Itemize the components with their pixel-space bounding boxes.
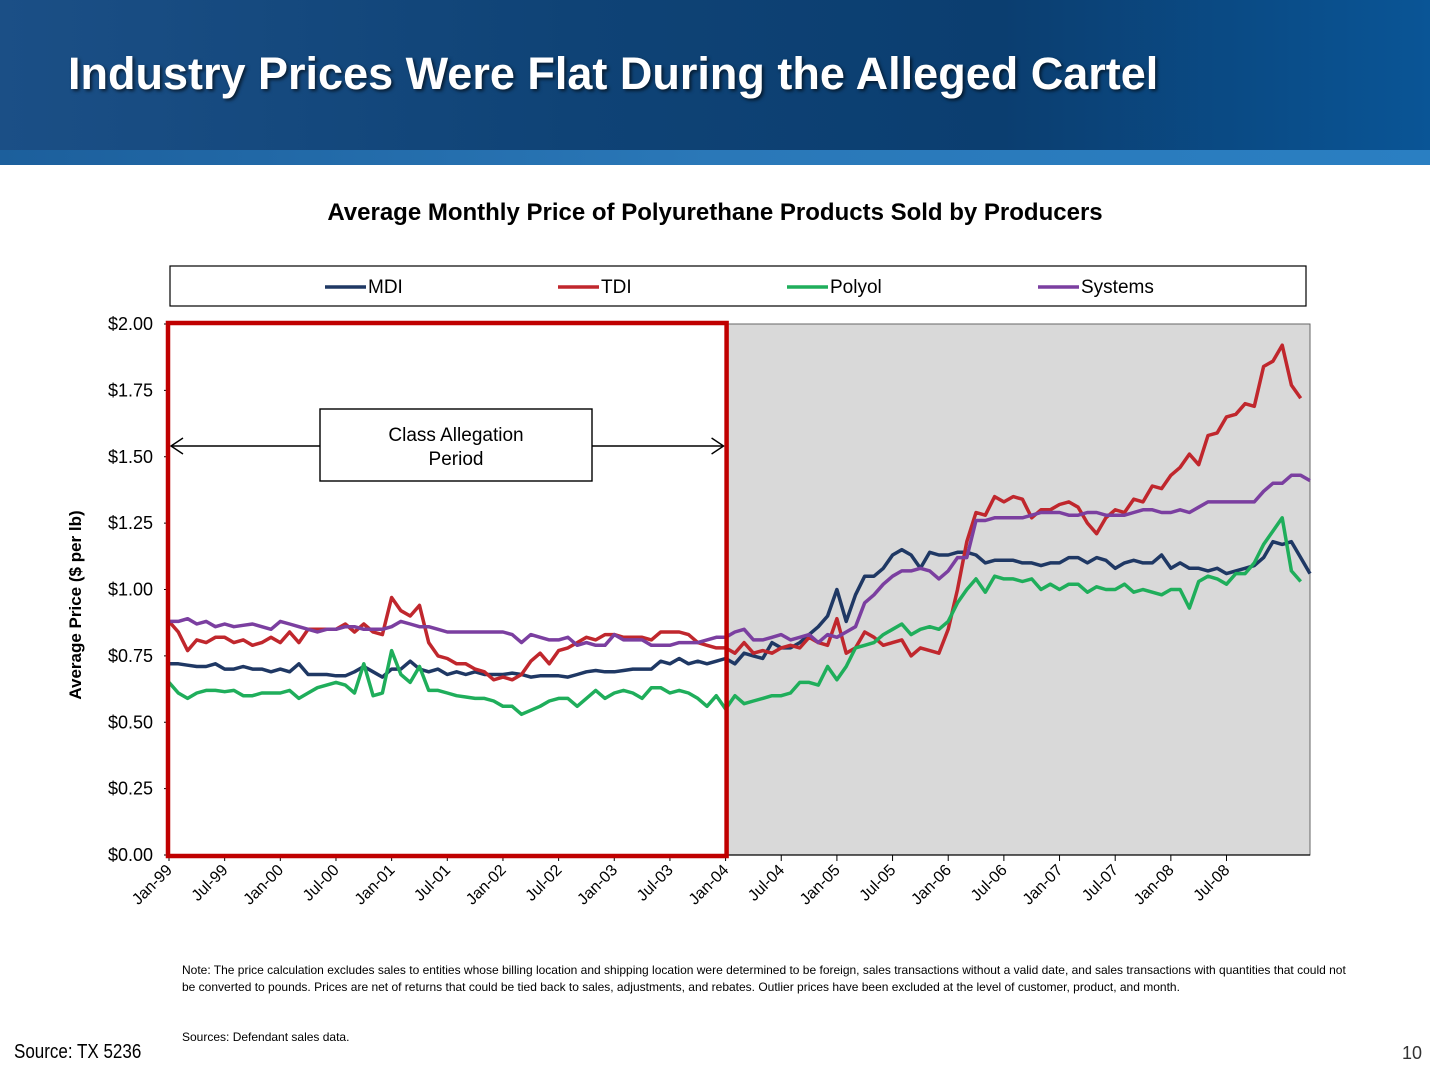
legend-label-polyol: Polyol	[830, 277, 882, 298]
legend-label-tdi: TDI	[601, 277, 632, 298]
x-tick-label: Jan-00	[241, 862, 288, 909]
header-stripe	[0, 150, 1430, 165]
page-number: 10	[1401, 1043, 1422, 1063]
x-tick-label: Jan-06	[908, 862, 955, 909]
legend-label-mdi: MDI	[368, 277, 403, 298]
annotation-line-1: Class Allegation	[388, 425, 523, 446]
series-layer	[167, 343, 1312, 717]
x-tick-label: Jan-04	[686, 862, 733, 909]
x-tick-label: Jan-02	[463, 862, 510, 909]
x-tick-label: Jan-05	[797, 862, 844, 909]
chart-sources: Sources: Defendant sales data.	[182, 1030, 350, 1044]
arrow-right-head	[711, 437, 725, 455]
x-tick-label: Jan-01	[352, 862, 399, 909]
x-tick-label: Jul-01	[411, 862, 454, 905]
x-tick-label: Jul-99	[189, 862, 232, 905]
y-tick-label: $0.25	[108, 779, 153, 799]
y-tick-label: $0.75	[108, 646, 153, 666]
x-tick-label: Jul-00	[300, 862, 343, 905]
x-tick-label: Jul-06	[968, 862, 1011, 905]
post-period-shading	[725, 323, 1311, 856]
x-tick-label: Jan-07	[1020, 862, 1067, 909]
x-tick-label: Jan-99	[129, 862, 176, 909]
y-tick-label: $2.00	[108, 314, 153, 334]
x-tick-label: Jul-05	[857, 862, 900, 905]
y-tick-label: $1.25	[108, 513, 153, 533]
chart-note: Note: The price calculation excludes sal…	[182, 963, 1346, 994]
footer-source: Source: TX 5236	[14, 1041, 142, 1063]
x-tick-label: Jan-08	[1131, 862, 1178, 909]
x-tick-label: Jul-08	[1191, 862, 1234, 905]
y-tick-label: $1.50	[108, 447, 153, 467]
chart-title: Average Monthly Price of Polyurethane Pr…	[327, 199, 1102, 226]
x-tick-label: Jul-02	[523, 862, 566, 905]
series-line-mdi	[169, 539, 1312, 679]
y-tick-label: $1.75	[108, 380, 153, 400]
series-line-polyol	[167, 516, 1303, 717]
y-axis-label: Average Price ($ per lb)	[66, 510, 85, 699]
legend: MDI TDI Polyol Systems	[169, 265, 1307, 307]
annotation-line-2: Period	[429, 449, 484, 470]
series-line-systems	[169, 473, 1311, 648]
y-tick-label: $0.00	[108, 845, 153, 865]
x-tick-label: Jul-03	[634, 862, 677, 905]
annotation-box	[319, 408, 593, 482]
legend-label-systems: Systems	[1081, 277, 1154, 298]
slide-title: Industry Prices Were Flat During the All…	[68, 48, 1159, 99]
class-allegation-annotation: Class Allegation Period	[169, 408, 725, 482]
x-tick-label: Jul-04	[745, 862, 788, 905]
slide-header	[0, 0, 1430, 165]
class-period-box	[165, 320, 729, 859]
x-tick-label: Jul-07	[1079, 862, 1122, 905]
x-tick-label: Jan-03	[574, 862, 621, 909]
y-tick-label: $0.50	[108, 712, 153, 732]
arrow-left-head	[169, 437, 184, 455]
line-chart: Average Monthly Price of Polyurethane Pr…	[66, 199, 1312, 909]
y-tick-label: $1.00	[108, 580, 153, 600]
